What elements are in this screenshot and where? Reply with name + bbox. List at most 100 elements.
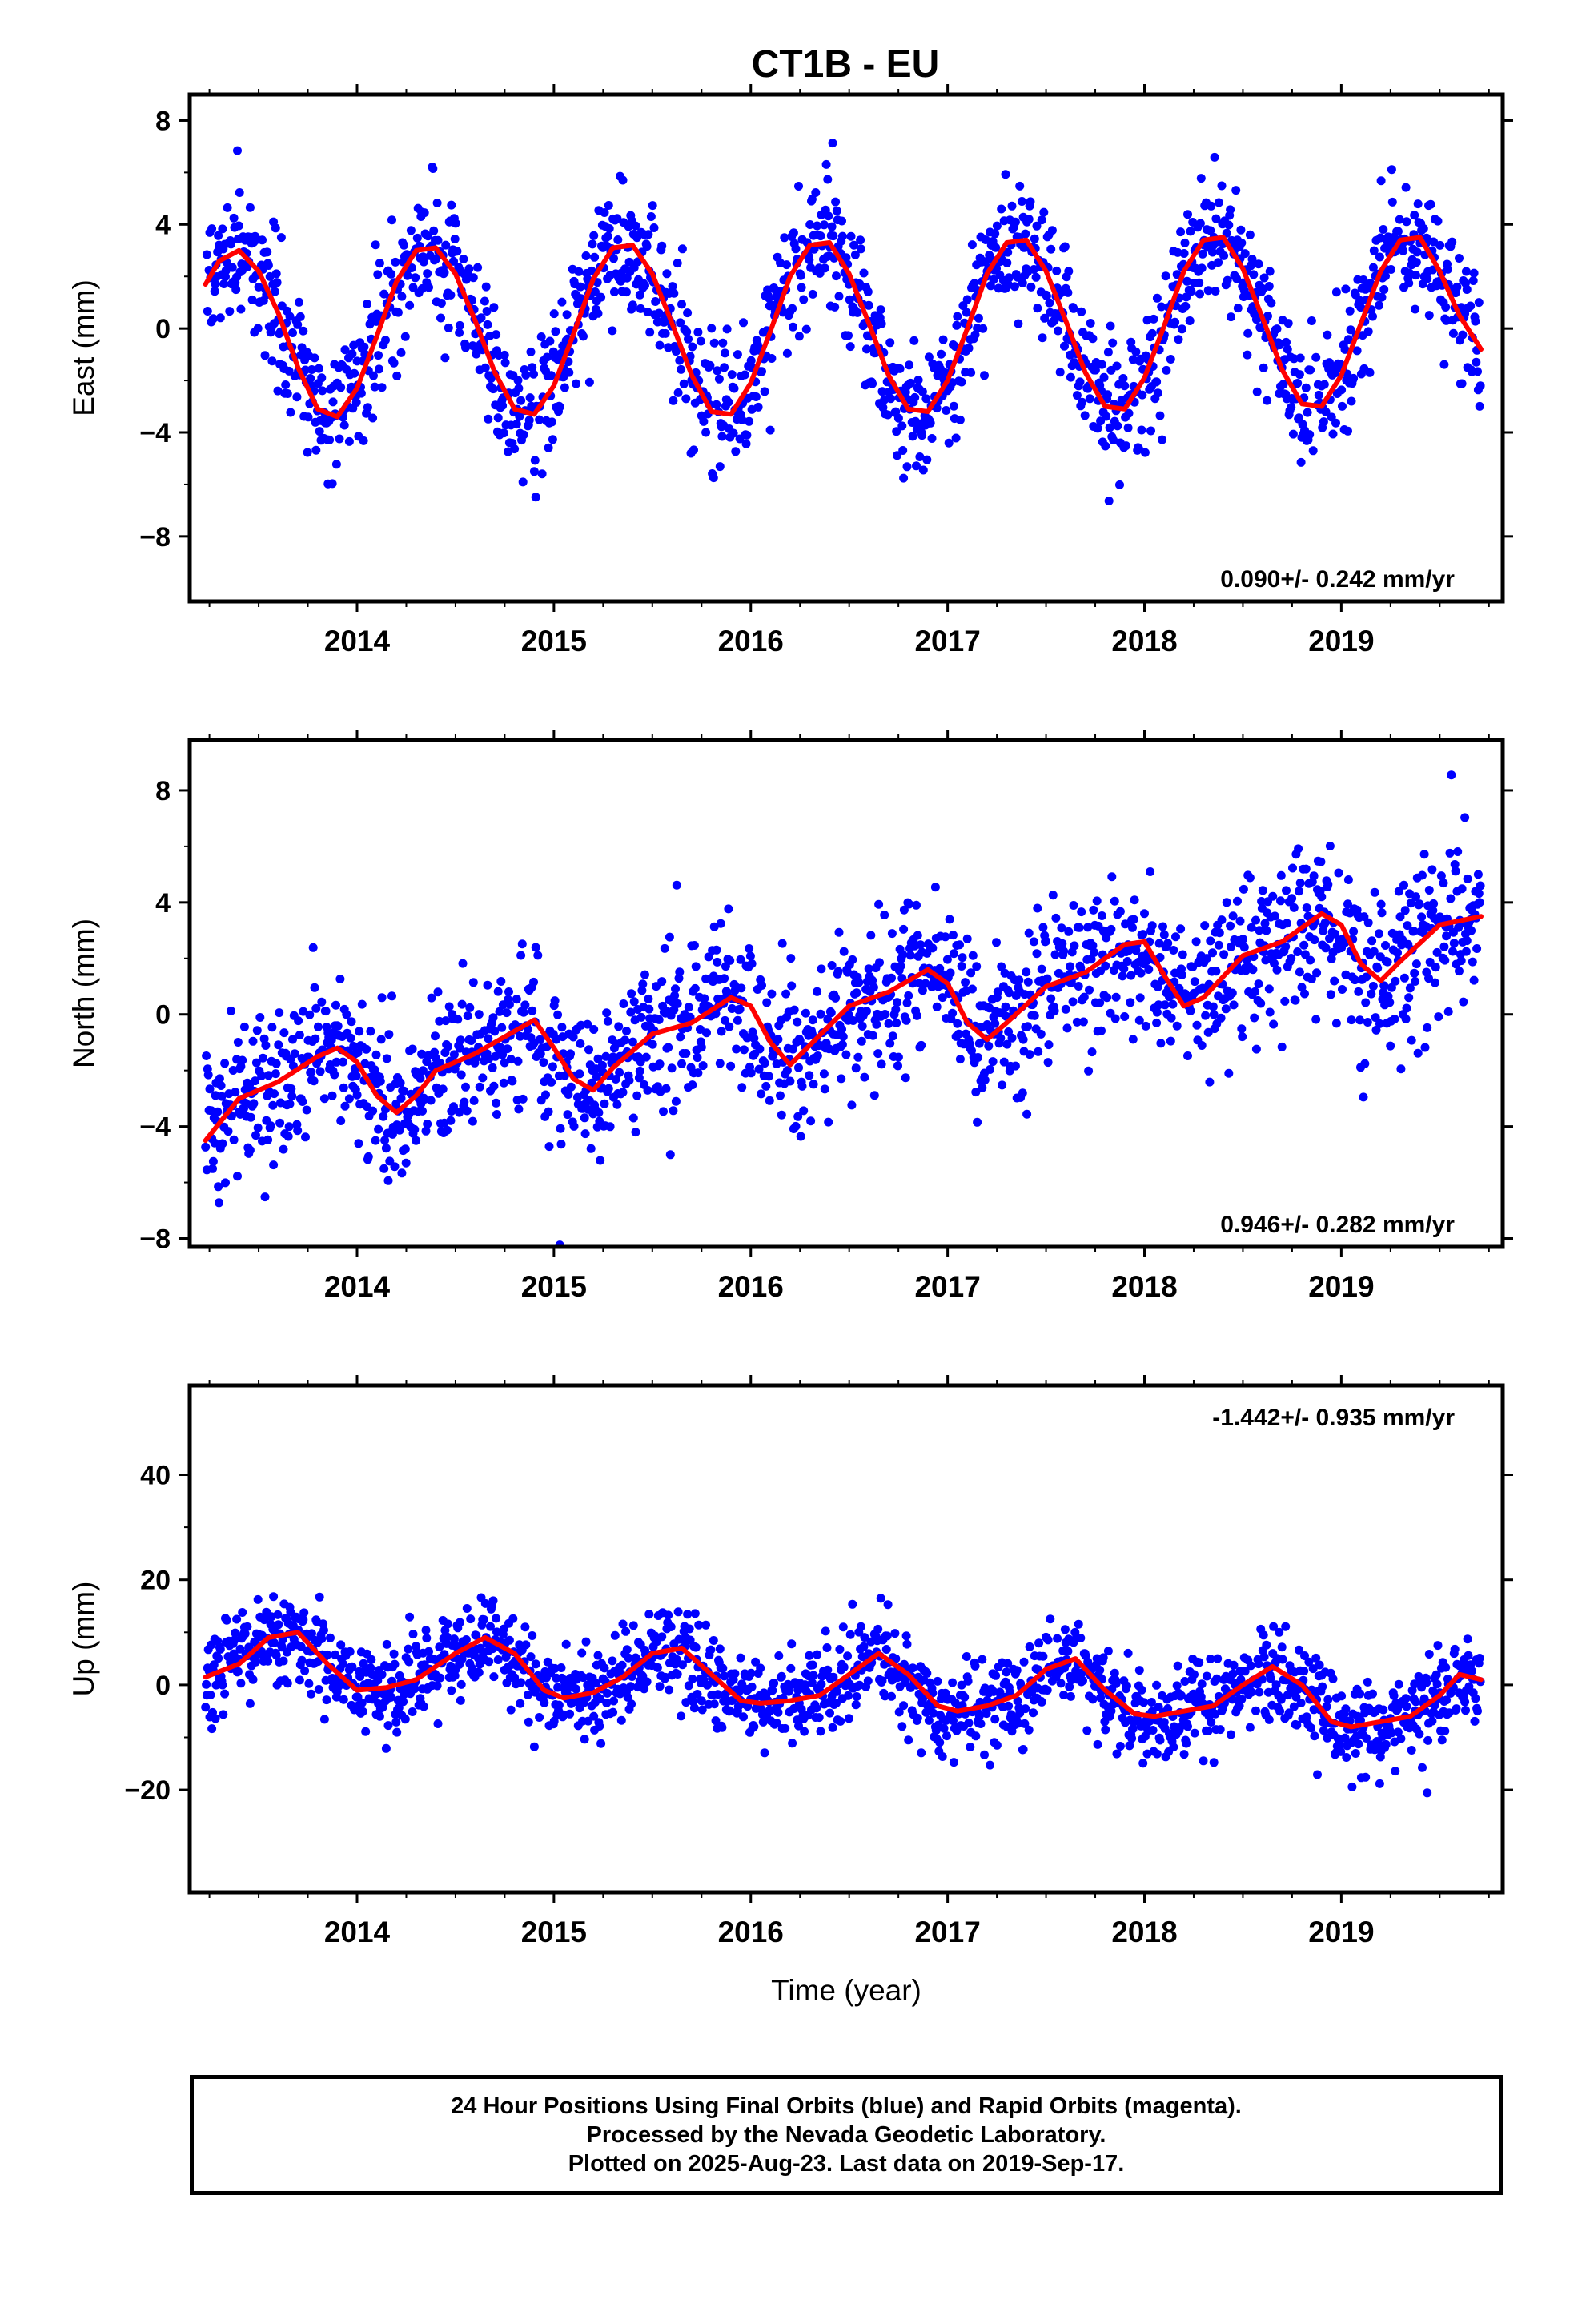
data-point — [882, 1631, 892, 1641]
data-point — [739, 1045, 749, 1055]
data-point — [529, 977, 538, 987]
data-point — [1309, 1705, 1319, 1715]
data-point — [1347, 1782, 1357, 1791]
data-point — [344, 1094, 354, 1104]
data-point — [548, 435, 557, 444]
data-point — [449, 1102, 458, 1112]
data-point — [408, 1044, 417, 1054]
data-point — [556, 1663, 566, 1672]
data-point — [518, 477, 528, 487]
data-point — [869, 983, 878, 992]
data-point — [740, 370, 749, 380]
data-point — [572, 1684, 581, 1694]
data-point — [493, 1655, 503, 1664]
data-point — [1155, 953, 1165, 962]
data-point — [323, 1650, 332, 1659]
data-point — [1259, 273, 1269, 283]
data-point — [917, 1748, 926, 1758]
data-point — [404, 1657, 414, 1667]
data-point — [1166, 355, 1175, 364]
data-point — [1450, 860, 1460, 869]
data-point — [1152, 1749, 1162, 1759]
data-point — [1192, 1020, 1202, 1030]
data-point — [1176, 924, 1186, 934]
data-point — [234, 221, 243, 231]
data-point — [269, 1592, 279, 1602]
data-point — [620, 1035, 630, 1045]
data-point — [230, 1635, 239, 1645]
data-point — [1183, 1051, 1192, 1060]
data-point — [689, 941, 699, 950]
data-point — [1294, 844, 1303, 854]
data-point — [881, 1645, 891, 1654]
data-point — [379, 289, 389, 299]
data-point — [1402, 217, 1411, 227]
data-point — [350, 368, 359, 378]
data-point — [322, 1695, 331, 1705]
data-point — [612, 1100, 622, 1109]
data-point — [438, 1084, 448, 1094]
data-point — [347, 349, 357, 359]
data-point — [821, 159, 831, 169]
data-point — [252, 1026, 262, 1035]
data-point — [1051, 913, 1061, 923]
data-point — [549, 1716, 559, 1726]
data-point — [283, 1132, 293, 1141]
data-point — [1003, 247, 1013, 257]
data-point — [609, 254, 618, 263]
data-point — [834, 292, 844, 301]
data-point — [1046, 244, 1056, 254]
data-point — [268, 1100, 278, 1110]
data-point — [901, 1015, 911, 1025]
data-point — [1312, 968, 1322, 978]
data-point — [1155, 1735, 1165, 1745]
data-point — [745, 951, 755, 961]
data-point — [310, 353, 319, 363]
data-point — [359, 342, 369, 352]
data-point — [869, 1031, 877, 1040]
data-point — [473, 263, 483, 272]
data-point — [1158, 435, 1167, 444]
data-point — [1304, 1657, 1314, 1667]
data-point — [1157, 302, 1166, 312]
data-point — [1037, 964, 1046, 974]
data-point — [1169, 946, 1178, 955]
data-point — [608, 1656, 617, 1666]
data-point — [657, 977, 667, 987]
data-point — [1146, 1698, 1156, 1707]
data-point — [800, 1727, 809, 1736]
data-point — [1099, 372, 1109, 382]
data-point — [1262, 926, 1271, 935]
data-point — [253, 324, 263, 333]
data-point — [845, 342, 855, 352]
data-point — [831, 993, 841, 1003]
data-point — [236, 1679, 246, 1688]
data-point — [1383, 957, 1392, 967]
data-point — [263, 1135, 273, 1144]
data-point — [1066, 962, 1075, 971]
data-point — [202, 250, 211, 259]
data-point — [669, 288, 679, 298]
data-point — [622, 287, 631, 297]
data-point — [202, 1679, 211, 1689]
data-point — [782, 348, 792, 358]
data-point — [591, 1064, 600, 1074]
data-point — [263, 247, 272, 257]
data-point — [355, 1027, 364, 1036]
data-point — [1367, 989, 1376, 999]
data-point — [467, 1036, 476, 1045]
data-point — [1216, 1013, 1226, 1023]
data-point — [383, 1721, 393, 1731]
data-point — [331, 1000, 340, 1010]
data-point — [588, 239, 597, 249]
data-point — [523, 1690, 532, 1699]
data-point — [512, 420, 521, 429]
data-point — [455, 1043, 464, 1053]
data-point — [1432, 947, 1442, 957]
data-point — [1206, 1655, 1215, 1663]
data-point — [418, 1106, 427, 1116]
data-point — [331, 1057, 341, 1067]
data-point — [1452, 282, 1462, 292]
data-point — [948, 1008, 958, 1018]
data-point — [1331, 418, 1340, 428]
